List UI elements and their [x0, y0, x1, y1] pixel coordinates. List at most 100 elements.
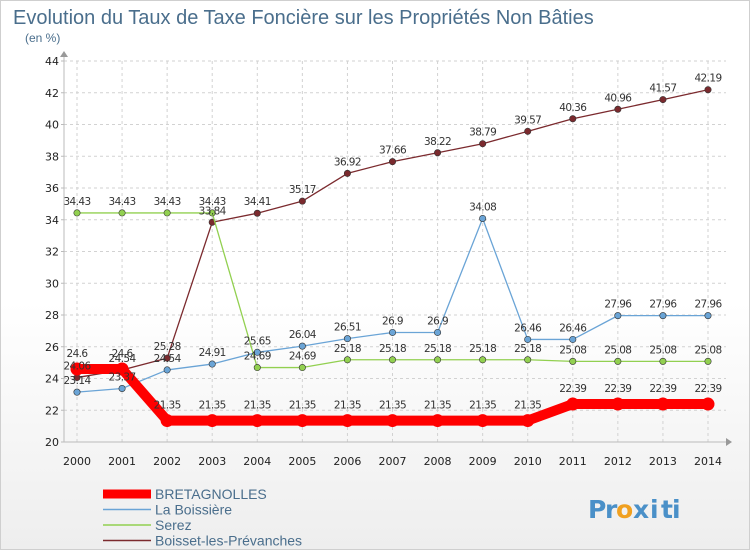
data-label: 24.69 [244, 351, 271, 363]
data-point [298, 342, 306, 350]
y-tick-label: 32 [45, 246, 59, 259]
y-tick-label: 42 [45, 87, 59, 100]
data-point [118, 385, 126, 393]
data-point [611, 397, 625, 411]
data-label: 23.14 [63, 375, 91, 387]
data-point [704, 312, 712, 320]
data-label: 34.41 [244, 196, 271, 208]
x-tick-label: 2012 [604, 455, 632, 468]
data-label: 21.35 [469, 400, 496, 412]
data-point [163, 209, 171, 217]
data-label: 41.57 [649, 83, 676, 95]
data-label: 39.57 [514, 114, 541, 126]
x-axis-arrow [726, 438, 732, 446]
data-point [340, 414, 354, 428]
data-label: 40.96 [604, 92, 632, 104]
data-point [343, 356, 351, 364]
data-label: 25.08 [604, 344, 631, 356]
data-point [614, 105, 622, 113]
logo-letter: i [650, 495, 660, 524]
series-boisset-les-pr-vanches [73, 86, 712, 382]
data-point [208, 360, 216, 368]
y-tick-label: 20 [45, 436, 59, 449]
data-point [524, 335, 532, 343]
legend-entry: BRETAGNOLLES [155, 486, 267, 502]
data-label: 21.35 [199, 400, 226, 412]
data-point [479, 214, 487, 222]
x-tick-label: 2003 [198, 455, 226, 468]
y-axis-arrow [60, 51, 68, 57]
data-point [524, 356, 532, 364]
data-point [701, 397, 715, 411]
y-tick-label: 28 [45, 309, 59, 322]
x-tick-label: 2004 [243, 455, 271, 468]
data-point [386, 414, 399, 428]
y-tick-label: 38 [45, 150, 59, 163]
data-point [388, 158, 396, 166]
data-label: 40.36 [559, 102, 587, 114]
x-tick-label: 2011 [559, 455, 587, 468]
logo-letter: P [588, 495, 607, 524]
series-bretagnolles [70, 362, 715, 428]
data-point [163, 366, 171, 374]
data-label: 21.35 [334, 400, 361, 412]
data-label: 21.35 [154, 400, 181, 412]
legend-entry: La Boissière [155, 502, 232, 518]
data-point [566, 397, 580, 411]
data-label: 24.54 [154, 353, 182, 365]
data-point [521, 414, 535, 428]
data-label: 42.19 [694, 73, 721, 85]
data-point [569, 115, 577, 123]
legend-entry: Serez [155, 517, 192, 533]
x-tick-label: 2007 [379, 455, 407, 468]
data-label: 27.96 [694, 299, 722, 311]
series-la-boissi-re [73, 214, 712, 396]
data-point [343, 335, 351, 343]
data-label: 24.6 [67, 348, 89, 360]
y-tick-label: 40 [45, 119, 59, 132]
data-point [476, 414, 490, 428]
data-point [659, 357, 667, 365]
data-point [659, 312, 667, 320]
x-tick-label: 2000 [63, 455, 91, 468]
data-point [659, 96, 667, 104]
axes: 20 22 24 26 28 30 32 34 36 38 40 42 44 2000 2001 2002 20… [45, 51, 732, 468]
data-label: 26.51 [334, 322, 361, 334]
data-label: 25.18 [514, 343, 541, 355]
x-tick-label: 2014 [694, 455, 722, 468]
x-tick-label: 2005 [288, 455, 316, 468]
data-point [253, 209, 261, 217]
data-point [431, 414, 445, 428]
data-point [73, 388, 81, 396]
series-lines [70, 86, 715, 428]
data-label: 25.65 [244, 335, 271, 347]
data-point [704, 357, 712, 365]
data-label: 35.17 [289, 184, 316, 196]
data-label: 21.35 [514, 400, 541, 412]
data-label: 21.35 [424, 400, 451, 412]
x-tick-label: 2010 [514, 455, 542, 468]
data-label: 22.39 [649, 383, 676, 395]
data-point [656, 397, 670, 411]
data-label: 24.6 [112, 348, 134, 360]
data-point [479, 140, 487, 148]
data-label: 24.54 [109, 353, 137, 365]
y-tick-label: 44 [45, 55, 59, 68]
data-point [434, 328, 442, 336]
data-label: 22.39 [694, 383, 721, 395]
data-label: 34.08 [469, 201, 496, 213]
x-tick-label: 2002 [153, 455, 181, 468]
chart-subtitle: (en %) [25, 31, 60, 45]
data-point [614, 357, 622, 365]
y-tick-label: 26 [45, 341, 59, 354]
data-label: 25.18 [424, 343, 451, 355]
data-point [388, 356, 396, 364]
data-label: 24.69 [289, 351, 316, 363]
data-point [163, 354, 171, 362]
chart-title: Evolution du Taux de Taxe Foncière sur l… [13, 7, 594, 29]
data-point [298, 197, 306, 205]
data-label: 34.43 [199, 196, 226, 208]
